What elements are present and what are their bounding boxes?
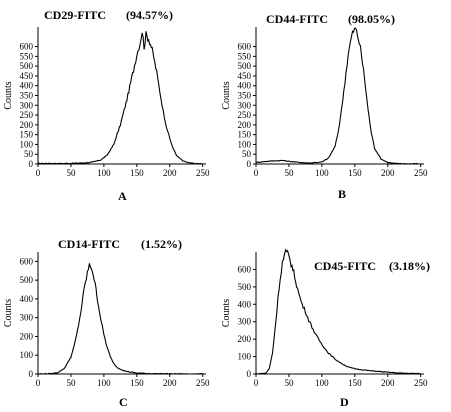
panel-a-y-tick-label: 100	[20, 139, 34, 149]
panel-b-y-tick-label: 450	[238, 71, 252, 81]
panel-c-percent: (1.52%)	[141, 237, 182, 251]
panel-c-y-tick-label: 0	[29, 369, 34, 379]
histogram-panel-d: CD45-FITC (3.18%) D 0 50 100 150 200 250 0 100 2…	[221, 248, 430, 409]
panel-a-y-tick-label: 400	[20, 81, 34, 91]
panel-c-x-tick-label: 50	[66, 378, 76, 388]
panel-c-y-axis-title: Counts	[3, 299, 14, 327]
panel-a-y-tick-label: 600	[20, 42, 34, 52]
panel-b-x-tick-label: 50	[284, 168, 294, 178]
panel-a-y-tick-label: 450	[20, 71, 34, 81]
panel-a-y-tick-label: 550	[20, 51, 34, 61]
panel-a-y-tick-label: 150	[20, 130, 34, 140]
panel-d-y-axis-title: Counts	[221, 299, 232, 327]
panel-d-y-tick-label: 600	[238, 264, 252, 274]
panel-d-y-tick-label: 100	[238, 352, 252, 362]
panel-a-x-tick-label: 150	[130, 168, 144, 178]
panel-a-y-tick-label: 500	[20, 61, 34, 71]
panel-d-y-tick-label: 200	[238, 334, 252, 344]
panel-c-y-tick-label: 400	[20, 294, 34, 304]
panel-a-histogram-line	[38, 31, 203, 165]
panel-c-y-tick-label: 100	[20, 350, 34, 360]
panel-a-label: A	[118, 189, 127, 203]
panel-c-x-tick-label: 250	[196, 378, 210, 388]
panel-b-label: B	[338, 187, 346, 201]
histogram-panel-a: CD29-FITC (94.57%) A 0 50 100 150 200 2500501…	[3, 8, 210, 203]
panel-a-title: CD29-FITC	[44, 8, 106, 22]
panel-b-y-tick-label: 150	[238, 130, 252, 140]
panel-c-x-tick-label: 100	[97, 378, 111, 388]
panel-d-title: CD45-FITC	[314, 259, 376, 273]
panel-b-y-tick-label: 350	[238, 91, 252, 101]
panel-d-percent: (3.18%)	[389, 259, 430, 273]
panel-b-y-tick-label: 250	[238, 110, 252, 120]
panel-b-y-tick-label: 100	[238, 139, 252, 149]
panel-c-x-tick-label: 150	[130, 378, 144, 388]
panel-b-x-tick-label: 200	[381, 168, 395, 178]
panel-b-x-tick-label: 150	[348, 168, 362, 178]
panel-b-y-tick-label: 300	[238, 100, 252, 110]
panel-a-x-tick-label: 50	[66, 168, 76, 178]
panel-d-y-tick-label: 400	[238, 299, 252, 309]
panel-d-y-tick-label: 0	[247, 369, 252, 379]
panel-d-x-tick-label: 150	[348, 378, 362, 388]
panel-b-y-tick-label: 500	[238, 61, 252, 71]
panel-d-x-tick-label: 250	[414, 378, 428, 388]
panel-a-x-tick-label: 200	[163, 168, 177, 178]
panel-c-y-tick-label: 200	[20, 331, 34, 341]
panel-b-y-tick-label: 50	[242, 149, 252, 159]
panel-a-x-tick-label: 100	[97, 168, 111, 178]
panel-b-title: CD44-FITC	[266, 12, 328, 26]
panel-c-y-tick-label: 600	[20, 256, 34, 266]
panel-d-histogram-line	[255, 248, 421, 375]
panel-a-y-tick-label: 250	[20, 110, 34, 120]
panel-a-y-tick-label: 50	[24, 149, 34, 159]
panel-b-y-tick-label: 200	[238, 120, 252, 130]
panel-b-y-tick-label: 550	[238, 51, 252, 61]
panel-b-y-tick-label: 0	[247, 159, 252, 169]
panel-b-y-axis-title: Counts	[221, 81, 232, 109]
panel-d-x-tick-label: 0	[254, 378, 259, 388]
panel-d-y-tick-label: 300	[238, 317, 252, 327]
panel-c-label: C	[119, 395, 128, 409]
panel-c-x-tick-label: 0	[36, 378, 41, 388]
panel-a-x-tick-label: 0	[36, 168, 41, 178]
panel-b-y-tick-label: 400	[238, 81, 252, 91]
panel-a-x-tick-label: 250	[196, 168, 210, 178]
panel-b-x-tick-label: 100	[315, 168, 329, 178]
panel-c-histogram-line	[37, 263, 203, 375]
panel-d-x-tick-label: 50	[284, 378, 294, 388]
panel-a-y-tick-label: 300	[20, 100, 34, 110]
panel-d-label: D	[340, 395, 349, 409]
panel-d-y-tick-label: 500	[238, 282, 252, 292]
panel-c-title: CD14-FITC	[58, 237, 120, 251]
panel-b-percent: (98.05%)	[348, 12, 395, 26]
panel-a-percent: (94.57%)	[126, 8, 173, 22]
panel-a-y-tick-label: 0	[29, 159, 34, 169]
panel-c-y-tick-label: 500	[20, 275, 34, 285]
panel-a-y-tick-label: 200	[20, 120, 34, 130]
panel-b-y-tick-label: 600	[238, 42, 252, 52]
panel-d-x-tick-label: 200	[381, 378, 395, 388]
panel-b-histogram-line	[255, 27, 421, 165]
panel-b-x-tick-label: 250	[414, 168, 428, 178]
panel-a-y-axis-title: Counts	[3, 81, 14, 109]
panel-a-y-tick-label: 350	[20, 91, 34, 101]
histogram-panel-c: CD14-FITC (1.52%) C 0 50 100 150 200 250 0 100 2…	[3, 237, 210, 409]
histogram-panel-b: CD44-FITC (98.05%) B 0 50 100 150 200 2500501…	[221, 12, 428, 201]
panel-b-x-tick-label: 0	[254, 168, 259, 178]
panel-c-x-tick-label: 200	[163, 378, 177, 388]
panel-c-y-tick-label: 300	[20, 313, 34, 323]
panel-d-x-tick-label: 100	[315, 378, 329, 388]
